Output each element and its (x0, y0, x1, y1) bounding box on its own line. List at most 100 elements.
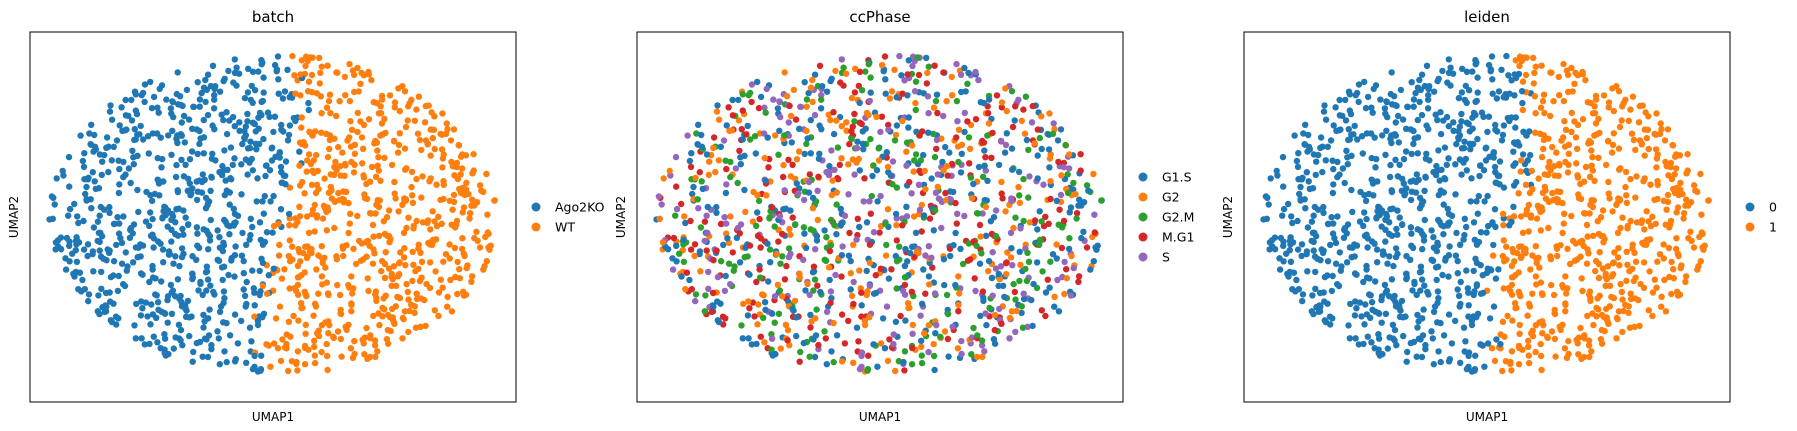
point (1063, 275, 1071, 282)
point (753, 222, 760, 230)
point (795, 148, 803, 155)
point (723, 122, 730, 129)
point (1664, 126, 1672, 133)
point (811, 353, 819, 361)
point (209, 150, 216, 157)
point (1304, 224, 1312, 231)
point (1435, 295, 1442, 302)
point (1617, 280, 1624, 288)
point (471, 234, 478, 242)
point (1373, 246, 1381, 253)
point (933, 91, 941, 98)
point (813, 306, 820, 313)
point (807, 311, 814, 319)
point (309, 167, 316, 174)
point (452, 224, 459, 231)
point (728, 127, 736, 134)
point (785, 132, 792, 139)
point (1496, 181, 1503, 188)
point (1516, 142, 1523, 149)
point (1445, 358, 1453, 365)
point (450, 191, 458, 199)
point (291, 72, 298, 79)
point (1055, 308, 1063, 315)
point (1520, 248, 1528, 255)
point (784, 337, 791, 344)
point (801, 230, 808, 237)
point (211, 91, 218, 99)
point (336, 163, 344, 170)
point (729, 96, 736, 104)
point (214, 328, 221, 335)
point (247, 138, 254, 145)
point (1393, 225, 1400, 233)
point (154, 154, 161, 162)
point (717, 258, 725, 265)
point (301, 190, 308, 197)
point (867, 74, 874, 81)
point (899, 222, 906, 229)
point (1064, 171, 1071, 178)
point (856, 167, 863, 174)
point (459, 151, 466, 158)
point (940, 112, 947, 120)
point (348, 158, 355, 166)
legend-marker (1138, 232, 1148, 242)
point (827, 288, 835, 295)
point (249, 167, 256, 174)
point (831, 221, 838, 229)
point (1497, 340, 1504, 348)
point (98, 171, 106, 179)
point (231, 252, 239, 259)
point (867, 210, 874, 217)
point (431, 113, 438, 120)
point (453, 217, 461, 225)
point (1273, 167, 1280, 175)
point (1320, 203, 1327, 211)
point (882, 90, 889, 97)
point (1034, 126, 1042, 133)
point (1416, 194, 1424, 202)
point (1031, 140, 1038, 147)
point (256, 109, 264, 117)
point (800, 339, 807, 347)
point (179, 225, 186, 233)
point (810, 287, 817, 294)
point (411, 117, 418, 125)
point (821, 328, 828, 335)
point (1411, 135, 1418, 142)
point (241, 94, 249, 102)
point (1381, 281, 1389, 289)
point (1630, 277, 1638, 285)
point (1468, 317, 1476, 325)
point (318, 273, 326, 280)
point (796, 125, 803, 132)
point (786, 225, 793, 233)
point (102, 289, 110, 297)
point (866, 97, 873, 105)
point (1002, 208, 1009, 215)
point (1572, 69, 1579, 77)
point (326, 321, 333, 329)
point (1399, 221, 1406, 228)
point (1550, 98, 1557, 105)
point (263, 162, 270, 169)
point (814, 187, 821, 194)
point (402, 262, 409, 269)
point (1453, 140, 1460, 148)
point (1529, 186, 1536, 193)
point (692, 297, 699, 305)
point (1468, 175, 1475, 182)
point (1302, 205, 1309, 212)
point (878, 61, 886, 69)
point (981, 348, 988, 355)
point (1387, 161, 1394, 169)
point (258, 60, 265, 68)
point (1662, 158, 1669, 166)
point (736, 230, 743, 237)
point (146, 340, 153, 348)
point (1489, 90, 1496, 97)
point (163, 96, 170, 103)
point (59, 167, 66, 175)
point (713, 209, 720, 216)
